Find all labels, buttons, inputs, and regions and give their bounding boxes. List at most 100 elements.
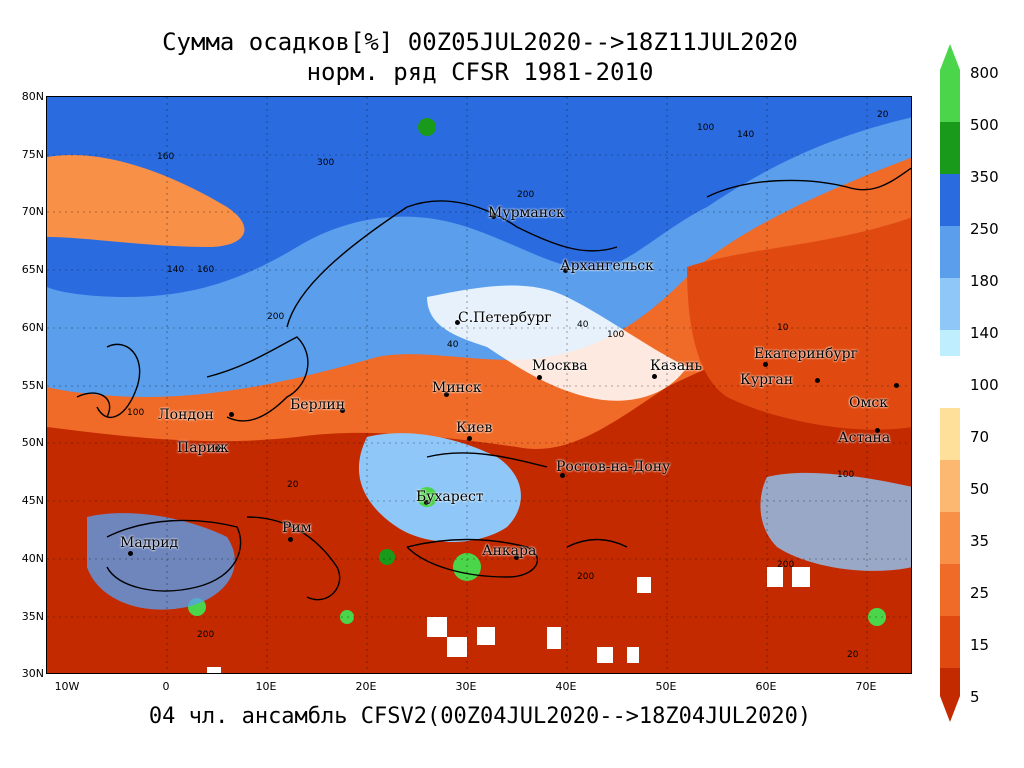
lon-label: 30E <box>455 680 477 693</box>
svg-text:20: 20 <box>847 650 859 660</box>
lat-label: 50N <box>21 436 44 449</box>
map-region-very-wet <box>47 97 911 297</box>
legend-swatch <box>940 408 960 460</box>
legend-label: 25 <box>970 584 990 602</box>
city-marker <box>491 214 496 219</box>
city-label-murmansk: Мурманск <box>488 205 565 221</box>
city-marker <box>763 362 768 367</box>
lat-label: 70N <box>21 205 44 218</box>
legend-swatch <box>940 278 960 330</box>
city-marker <box>875 428 880 433</box>
city-marker <box>894 383 899 388</box>
city-label-moscow: Москва <box>532 358 588 374</box>
legend-swatch <box>940 356 960 408</box>
legend-swatch <box>940 174 960 226</box>
map-region-neutral <box>427 285 687 401</box>
map-region-dry-atlantic <box>47 155 245 247</box>
precipitation-map: 160 300 200 100 140 20 140 160 200 40 10… <box>46 96 912 674</box>
lat-label: 65N <box>21 263 44 276</box>
legend-label: 5 <box>970 688 980 706</box>
lat-label: 35N <box>21 610 44 623</box>
city-marker <box>537 375 542 380</box>
svg-text:160: 160 <box>157 152 174 162</box>
map-region-central-asia <box>760 472 911 571</box>
city-label-arkhangelsk: Архангельск <box>560 258 654 274</box>
city-marker <box>424 500 429 505</box>
svg-text:160: 160 <box>197 265 214 275</box>
lon-label: 0 <box>162 680 170 693</box>
city-label-paris: Париж <box>177 440 229 456</box>
lon-label: 20E <box>355 680 377 693</box>
city-label-kiev: Киев <box>456 420 493 436</box>
svg-text:140: 140 <box>167 265 184 275</box>
legend-label: 350 <box>970 168 999 186</box>
legend-swatch <box>940 512 960 564</box>
color-legend: 800 500 350 250 180 140 100 70 50 35 25 … <box>940 44 1020 724</box>
legend-swatch <box>940 460 960 512</box>
lon-label: 60E <box>755 680 777 693</box>
svg-text:200: 200 <box>777 560 794 570</box>
legend-label: 70 <box>970 428 990 446</box>
city-label-kurgan: Курган <box>740 372 794 388</box>
legend-label: 100 <box>970 376 999 394</box>
legend-label: 50 <box>970 480 990 498</box>
svg-text:10: 10 <box>777 323 789 333</box>
svg-text:40: 40 <box>577 320 589 330</box>
city-marker <box>288 537 293 542</box>
map-canvas: 160 300 200 100 140 20 140 160 200 40 10… <box>47 97 911 673</box>
city-label-astana: Астана <box>838 430 891 446</box>
legend-label: 140 <box>970 324 999 342</box>
legend-arrow-top <box>940 44 960 70</box>
city-label-omsk: Омск <box>849 395 888 411</box>
ensemble-footer: 04 чл. ансамбль CFSV2(00Z04JUL2020-->18Z… <box>148 704 812 729</box>
legend-label: 180 <box>970 272 999 290</box>
lon-label: 40E <box>555 680 577 693</box>
lon-label: 50E <box>655 680 677 693</box>
svg-text:100: 100 <box>837 470 854 480</box>
lon-label: 10E <box>255 680 277 693</box>
svg-text:200: 200 <box>267 312 284 322</box>
city-marker <box>467 436 472 441</box>
city-marker <box>560 473 565 478</box>
city-label-rome: Рим <box>282 520 312 536</box>
map-wet-spot <box>418 118 436 136</box>
city-marker <box>340 408 345 413</box>
legend-swatch <box>940 226 960 278</box>
legend-swatch <box>940 330 960 356</box>
chart-title: Сумма осадков[%] 00Z05JUL2020-->18Z11JUL… <box>162 28 798 56</box>
lat-label: 45N <box>21 494 44 507</box>
city-marker <box>815 378 820 383</box>
city-marker <box>215 446 220 451</box>
svg-text:300: 300 <box>317 158 334 168</box>
city-label-minsk: Минск <box>432 380 482 396</box>
lat-label: 40N <box>21 552 44 565</box>
city-marker <box>455 320 460 325</box>
city-marker <box>128 551 133 556</box>
legend-swatch <box>940 616 960 668</box>
legend-label: 800 <box>970 64 999 82</box>
svg-text:100: 100 <box>697 123 714 133</box>
svg-text:200: 200 <box>577 572 594 582</box>
map-wet-spot <box>379 549 395 565</box>
legend-swatch <box>940 70 960 122</box>
city-label-berlin: Берлин <box>290 397 346 413</box>
legend-swatch <box>940 564 960 616</box>
city-label-st-petersburg: С.Петербург <box>458 310 552 326</box>
city-marker <box>514 555 519 560</box>
svg-text:200: 200 <box>517 190 534 200</box>
svg-text:100: 100 <box>127 408 144 418</box>
lon-label: 70E <box>855 680 877 693</box>
lat-label: 80N <box>21 90 44 103</box>
graticule <box>47 97 911 673</box>
legend-label: 250 <box>970 220 999 238</box>
legend-label: 35 <box>970 532 990 550</box>
map-region-iberia <box>87 513 235 610</box>
svg-text:140: 140 <box>737 130 754 140</box>
svg-text:40: 40 <box>447 340 459 350</box>
lat-label: 55N <box>21 379 44 392</box>
legend-swatch <box>940 122 960 174</box>
city-marker <box>229 412 234 417</box>
lat-label: 30N <box>21 667 44 680</box>
chart-subtitle: норм. ряд CFSR 1981-2010 <box>306 58 654 86</box>
city-label-ankara: Анкара <box>482 543 537 559</box>
